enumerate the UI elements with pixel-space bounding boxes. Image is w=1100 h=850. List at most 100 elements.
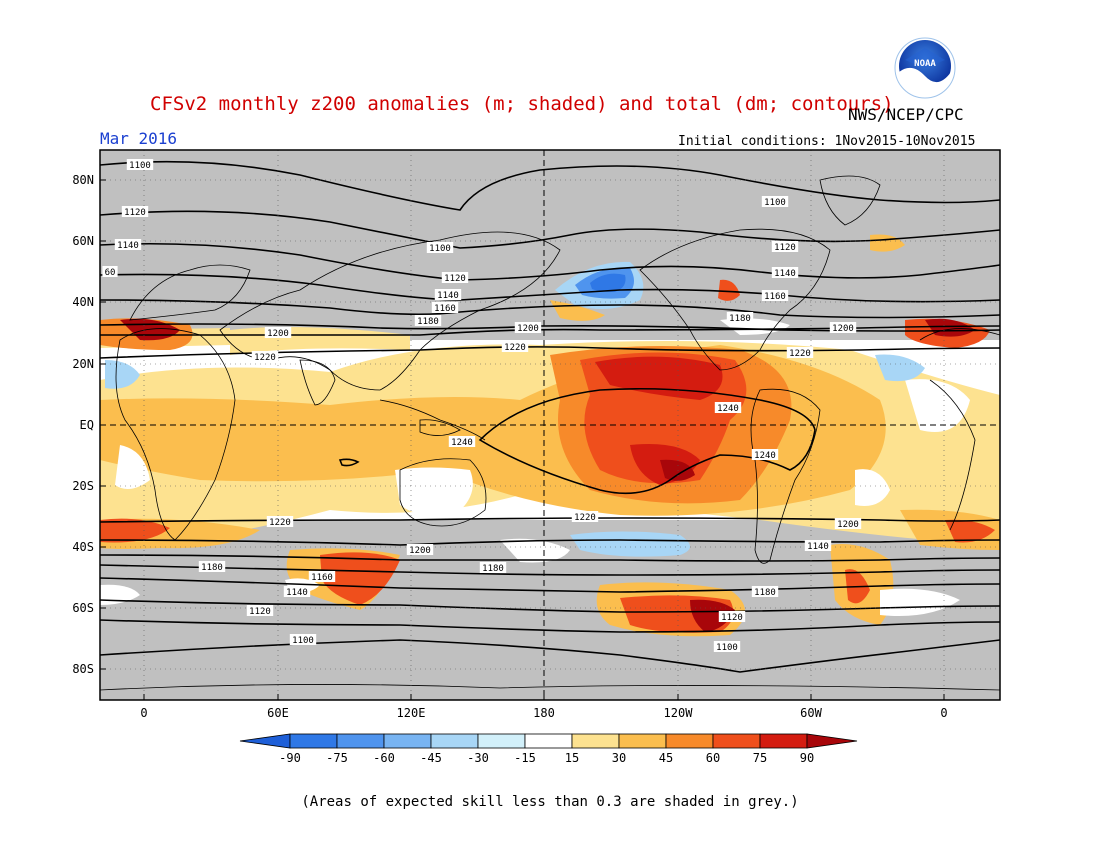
contour-label-bg (308, 571, 336, 582)
contour-label: 1220 (504, 343, 526, 353)
contour-label-bg (414, 315, 442, 326)
lat-tick-label: 40S (72, 540, 94, 554)
colorbar-swatch (759, 733, 808, 749)
contour-label-bg (126, 159, 154, 170)
contour-label-bg (406, 544, 434, 555)
contour-label: 1180 (201, 563, 223, 573)
contour-label: 1120 (249, 607, 271, 617)
contour-label-bg (834, 518, 862, 529)
contour-label-bg (771, 241, 799, 252)
contour-label: 1140 (807, 542, 829, 552)
contour-label: 1160 (764, 292, 786, 302)
dotted-graticule (100, 150, 1000, 700)
colorbar-right-arrow (806, 733, 858, 749)
contour-label: 1140 (286, 588, 308, 598)
contour-label-bg (501, 341, 529, 352)
contour-label: 1200 (409, 546, 431, 556)
lat-tick-label: 60N (72, 234, 94, 248)
colorbar-label: 45 (659, 751, 673, 765)
colorbar-label: 90 (800, 751, 814, 765)
contour-label: 1180 (482, 564, 504, 574)
contour-label-bg (448, 436, 476, 447)
contour-label-bg (289, 634, 317, 645)
contour-labels: 1100 1100 1100 1100 1120 1120 1120 1140 1140 1140… (102, 159, 862, 653)
contour-label: 1120 (721, 613, 743, 623)
contour-label: 1220 (269, 518, 291, 528)
colorbar-label: -90 (279, 751, 301, 765)
lon-tick-label: 180 (533, 706, 555, 720)
footnote: (Areas of expected skill less than 0.3 a… (301, 794, 798, 810)
contour-label-bg (771, 267, 799, 278)
lat-tick-label: 20S (72, 479, 94, 493)
lon-tick-label: 0 (140, 706, 147, 720)
logo-text: NOAA (914, 59, 936, 69)
colorbar-swatch (571, 733, 620, 749)
contour-label-bg (102, 266, 118, 277)
contour-label: 1140 (437, 291, 459, 301)
contour-label: 1240 (451, 438, 473, 448)
colorbar-label: 30 (612, 751, 626, 765)
colorbar: -90 -75 -60 -45 -30 -15 15 30 45 60 75 90 (239, 733, 858, 765)
contour-label: 1220 (789, 349, 811, 359)
colorbar-swatch (430, 733, 479, 749)
anomaly-75-90 (595, 356, 723, 400)
colorbar-swatch (477, 733, 526, 749)
contour-label-bg (246, 605, 274, 616)
lat-tick-label: 60S (72, 601, 94, 615)
lon-tick-label: 120W (664, 706, 694, 720)
contour-label-bg (804, 540, 832, 551)
lat-tick-label: 80N (72, 173, 94, 187)
colorbar-label: -45 (420, 751, 442, 765)
contour-label-bg (761, 290, 789, 301)
longitude-axis: 0 60E 120E 180 120W 60W 0 (140, 694, 948, 720)
contour-label: 1160 (434, 304, 456, 314)
colorbar-swatch (665, 733, 714, 749)
contour-label: 1200 (517, 324, 539, 334)
colorbar-swatch (336, 733, 385, 749)
chart-title: CFSv2 monthly z200 anomalies (m; shaded)… (150, 93, 894, 115)
colorbar-label: -75 (326, 751, 348, 765)
contour-label-bg (266, 516, 294, 527)
lat-tick-label: EQ (80, 418, 94, 432)
colorbar-label: 75 (753, 751, 767, 765)
contour-label: 1120 (444, 274, 466, 284)
lon-tick-label: 60W (800, 706, 822, 720)
noaa-logo-icon: NOAA (894, 37, 956, 99)
colorbar-label: 60 (706, 751, 720, 765)
colorbar-swatch (712, 733, 761, 749)
contour-label: 1120 (124, 208, 146, 218)
contour-label: 1140 (117, 241, 139, 251)
initial-conditions: Initial conditions: 1Nov2015-10Nov2015 (678, 134, 975, 149)
lon-tick-label: 120E (397, 706, 426, 720)
contour-label-bg (251, 351, 279, 362)
colorbar-label: -30 (467, 751, 489, 765)
lon-tick-label: 0 (940, 706, 947, 720)
contour-label-bg (713, 641, 741, 652)
colorbar-swatch (524, 733, 573, 749)
contour-label: 1200 (837, 520, 859, 530)
contour-label-bg (441, 272, 469, 283)
contour-label: 1200 (267, 329, 289, 339)
contour-label: 1200 (832, 324, 854, 334)
contour-label-bg (761, 196, 789, 207)
colorbar-swatch (289, 733, 338, 749)
contour-label-bg (264, 327, 292, 338)
contour-label-bg (479, 562, 507, 573)
contour-label: 1220 (574, 513, 596, 523)
colorbar-left-arrow (239, 733, 291, 749)
colorbar-swatch (383, 733, 432, 749)
contour-label-bg (434, 289, 462, 300)
contour-label: 1220 (254, 353, 276, 363)
contour-label: 1160 (311, 573, 333, 583)
lat-tick-label: 20N (72, 357, 94, 371)
contour-label: 1100 (429, 244, 451, 254)
contour-label: 1100 (764, 198, 786, 208)
contour-label-bg (283, 586, 311, 597)
anomaly-neg-30-15 (105, 360, 140, 389)
contour-label: 1120 (774, 243, 796, 253)
colorbar-label: 15 (565, 751, 579, 765)
contour-label-bg (829, 322, 857, 333)
contour-label: 60 (105, 268, 116, 278)
